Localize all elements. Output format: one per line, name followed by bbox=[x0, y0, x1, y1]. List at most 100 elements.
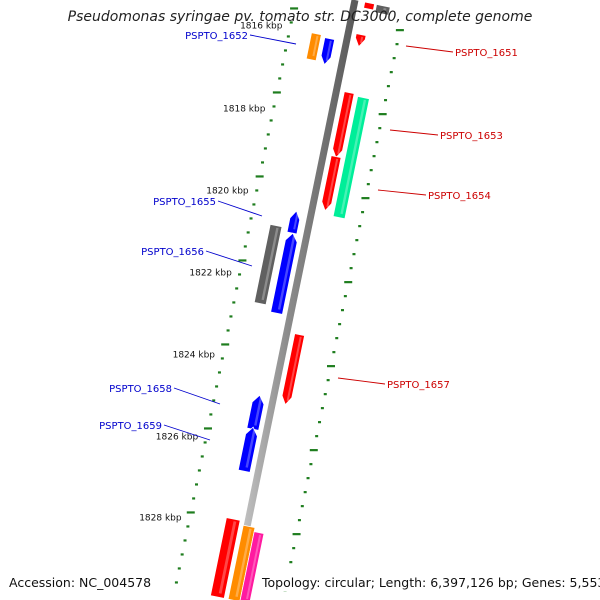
scale-track-right-tick bbox=[340, 309, 344, 312]
scale-track-left-tick bbox=[281, 63, 285, 66]
feature-red-bottom-highlight bbox=[218, 521, 237, 594]
scale-track-left-tick bbox=[203, 441, 207, 444]
scale-track-left-tick bbox=[255, 175, 264, 178]
gene-pspto-1656 bbox=[270, 232, 298, 315]
gene-pspto-1651 bbox=[355, 33, 367, 48]
scale-track-left-tick bbox=[261, 161, 265, 164]
kbp-label: 1828 kbp bbox=[139, 514, 182, 524]
scale-track-right-tick bbox=[366, 183, 370, 186]
scale-track-right-tick bbox=[378, 113, 387, 116]
scale-track-left-tick bbox=[290, 7, 299, 10]
scale-track-right-tick bbox=[395, 43, 399, 46]
scale-track-left-tick bbox=[238, 259, 247, 262]
scale-track-left-tick bbox=[263, 147, 267, 150]
scale-track-right-tick bbox=[378, 127, 382, 130]
gene-label: PSPTO_1656 bbox=[141, 247, 204, 258]
scale-track-right-tick bbox=[389, 71, 393, 74]
scale-track-right-tick bbox=[327, 365, 336, 368]
scale-track-left-tick bbox=[255, 189, 259, 192]
genome-backbone bbox=[228, 0, 359, 600]
leader-line bbox=[163, 424, 211, 441]
scale-track-right-tick bbox=[358, 225, 362, 228]
leader-line bbox=[173, 387, 221, 405]
leader-line bbox=[217, 200, 263, 217]
scale-track-left-tick bbox=[266, 133, 270, 136]
scale-track-right-tick bbox=[338, 323, 342, 326]
scale-track-left-tick bbox=[195, 483, 199, 486]
gene-pspto-1657-highlight bbox=[286, 336, 302, 402]
gene-label: PSPTO_1651 bbox=[455, 48, 518, 59]
scale-track-right-tick bbox=[375, 141, 379, 144]
leader-line bbox=[249, 34, 297, 45]
feature-grey-top-highlight bbox=[383, 7, 387, 11]
scale-track-left-tick bbox=[212, 399, 216, 402]
kbp-label: 1822 kbp bbox=[189, 269, 232, 279]
feature-grey-top bbox=[374, 3, 391, 16]
scale-track-right-tick bbox=[343, 295, 347, 298]
scale-track-left-tick bbox=[238, 273, 242, 276]
gene-pspto-1651-highlight bbox=[360, 36, 364, 44]
scale-track-left-tick bbox=[203, 427, 212, 430]
scale-track-left-tick bbox=[209, 413, 213, 416]
feature-grey-1656-highlight bbox=[261, 227, 279, 301]
kbp-label: 1820 kbp bbox=[206, 187, 249, 197]
scale-track-right-tick bbox=[355, 239, 359, 242]
leader-line bbox=[205, 250, 253, 267]
scale-track-right-tick bbox=[289, 561, 293, 564]
gene-pspto-1658-highlight bbox=[254, 397, 263, 426]
gene-pspto-1659-highlight bbox=[245, 429, 256, 468]
page-title: Pseudomonas syringae pv. tomato str. DC3… bbox=[67, 9, 533, 25]
gene-label: PSPTO_1652 bbox=[185, 31, 248, 42]
gene-label: PSPTO_1653 bbox=[440, 131, 503, 142]
scale-track-left-tick bbox=[192, 497, 196, 500]
scale-track-left-tick bbox=[272, 91, 281, 94]
gene-label: PSPTO_1655 bbox=[153, 197, 216, 208]
scale-track-left-tick bbox=[186, 525, 190, 528]
scale-track-right-tick bbox=[344, 281, 353, 284]
feature-red-bottom bbox=[209, 517, 241, 599]
scale-track-right-tick bbox=[384, 99, 388, 102]
feature-red-top bbox=[363, 1, 376, 11]
feature-grey-1656 bbox=[253, 223, 283, 306]
gene-pspto-1657 bbox=[281, 333, 306, 406]
gene-pspto-1654 bbox=[321, 155, 342, 212]
scale-track-right-tick bbox=[332, 351, 336, 354]
scale-track-left-tick bbox=[177, 567, 181, 570]
scale-track-left-tick bbox=[289, 21, 293, 24]
scale-track-left-tick bbox=[286, 35, 290, 38]
scale-track-left-tick bbox=[246, 231, 250, 234]
scale-track-left-tick bbox=[278, 77, 282, 80]
scale-track-right-tick bbox=[320, 407, 324, 410]
scale-track-right-tick bbox=[297, 519, 301, 522]
scale-track-right-tick bbox=[309, 463, 313, 466]
scale-track-right-tick bbox=[309, 449, 318, 452]
scale-track-left-tick bbox=[197, 469, 201, 472]
feature-orange-1652 bbox=[305, 32, 322, 62]
scale-track-right-tick bbox=[352, 253, 356, 256]
feature-pink-bottom bbox=[239, 531, 265, 600]
scale-track-left-tick bbox=[183, 539, 187, 542]
scale-track-left-tick bbox=[272, 105, 276, 108]
accession-label: Accession: NC_004578 bbox=[7, 574, 154, 591]
gene-label: PSPTO_1659 bbox=[99, 421, 162, 432]
scale-track-left-tick bbox=[217, 371, 221, 374]
scale-track-right-tick bbox=[395, 29, 404, 32]
scale-track-right-tick bbox=[303, 491, 307, 494]
scale-track-left-tick bbox=[221, 343, 230, 346]
leader-line bbox=[337, 377, 386, 385]
scale-track-right-tick bbox=[349, 267, 353, 270]
scale-track-left-tick bbox=[243, 245, 247, 248]
scale-track-right-tick bbox=[361, 197, 370, 200]
leader-line bbox=[389, 129, 439, 136]
feature-green-1653-highlight bbox=[340, 99, 367, 215]
gene-label: PSPTO_1658 bbox=[109, 384, 172, 395]
scale-track-right-tick bbox=[300, 505, 304, 508]
gene-pspto-1653 bbox=[332, 91, 355, 159]
scale-track-left-tick bbox=[252, 203, 256, 206]
scale-track-left-tick bbox=[200, 455, 204, 458]
scale-track-right-tick bbox=[326, 379, 330, 382]
scale-track-left-tick bbox=[232, 301, 236, 304]
scale-track-right-tick bbox=[318, 421, 322, 424]
feature-orange-1652-highlight bbox=[312, 35, 319, 57]
